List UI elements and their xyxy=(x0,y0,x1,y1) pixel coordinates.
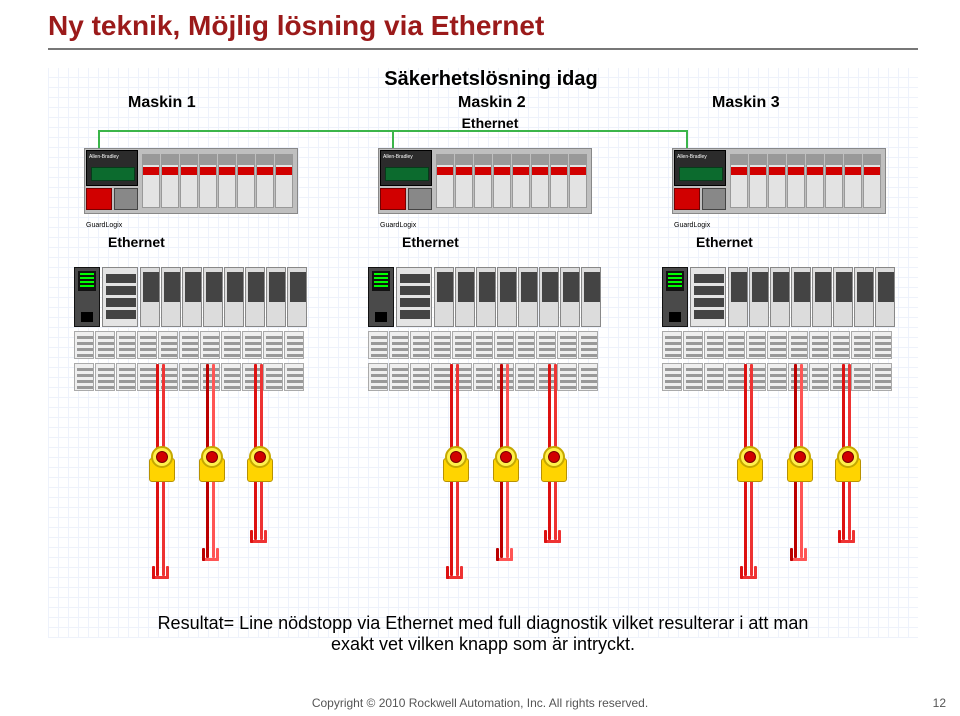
diagram-canvas: Säkerhetslösning idag Maskin 1 Maskin 2 Ma… xyxy=(48,68,918,638)
result-line1: Resultat= Line nödstopp via Ethernet med… xyxy=(158,613,809,633)
guardlogix-label: GuardLogix xyxy=(86,222,122,229)
guardlogix-label: GuardLogix xyxy=(674,222,710,229)
result-line2: exakt vet vilken knapp som är intryckt. xyxy=(331,634,635,654)
estop-button[interactable] xyxy=(491,444,521,484)
estop-button[interactable] xyxy=(539,444,569,484)
copyright-footer: Copyright © 2010 Rockwell Automation, In… xyxy=(0,696,960,710)
estop-button[interactable] xyxy=(441,444,471,484)
ethernet-label: Ethernet xyxy=(402,234,459,250)
page-number: 12 xyxy=(933,696,946,710)
io-rack xyxy=(660,265,900,395)
ethernet-label: Ethernet xyxy=(696,234,753,250)
subtitle: Säkerhetslösning idag xyxy=(368,68,614,91)
ethernet-top-label: Ethernet xyxy=(450,115,530,131)
estop-button[interactable] xyxy=(197,444,227,484)
ethernet-label: Ethernet xyxy=(108,234,165,250)
machine-label: Maskin 1 xyxy=(128,94,196,112)
estop-button[interactable] xyxy=(833,444,863,484)
plc-rack: Allen-Bradley xyxy=(378,148,592,214)
io-rack xyxy=(72,265,312,395)
subtitle-box: Säkerhetslösning idag xyxy=(368,68,614,91)
estop-button[interactable] xyxy=(245,444,275,484)
estop-button[interactable] xyxy=(785,444,815,484)
machine-label: Maskin 2 xyxy=(458,94,526,112)
estop-button[interactable] xyxy=(735,444,765,484)
machine-label: Maskin 3 xyxy=(712,94,780,112)
title-rule xyxy=(48,48,918,50)
result-text: Resultat= Line nödstopp via Ethernet med… xyxy=(48,613,918,655)
page-title: Ny teknik, Möjlig lösning via Ethernet xyxy=(48,10,920,42)
guardlogix-label: GuardLogix xyxy=(380,222,416,229)
slide: Ny teknik, Möjlig lösning via Ethernet S… xyxy=(0,0,960,716)
io-rack xyxy=(366,265,606,395)
estop-button[interactable] xyxy=(147,444,177,484)
plc-rack: Allen-Bradley xyxy=(84,148,298,214)
plc-rack: Allen-Bradley xyxy=(672,148,886,214)
